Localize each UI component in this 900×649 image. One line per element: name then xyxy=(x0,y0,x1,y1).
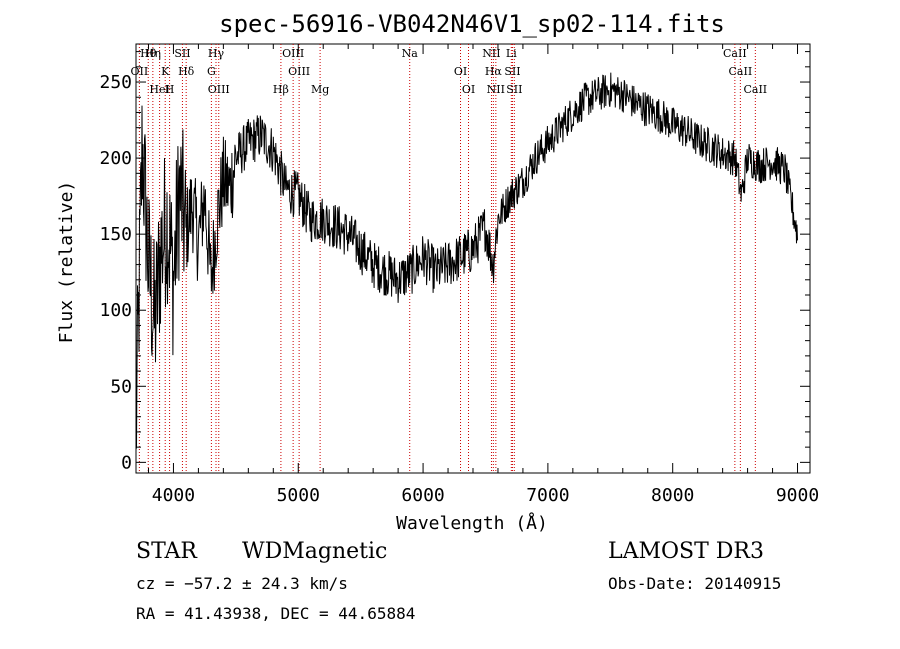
line-label-4: K xyxy=(161,65,170,78)
redshift-velocity: cz = −57.2 ± 24.3 km/s xyxy=(136,574,348,593)
y-tick-label: 150 xyxy=(99,224,132,245)
line-label-21: Li xyxy=(506,47,517,60)
x-tick-label: 4000 xyxy=(152,485,195,506)
x-axis-ticks: 4000 5000 6000 7000 8000 9000 xyxy=(147,44,819,506)
line-label-15: Na xyxy=(402,47,419,60)
line-label-20: NII xyxy=(487,83,505,96)
y-tick-label: 100 xyxy=(99,300,132,321)
y-tick-label: 50 xyxy=(110,376,132,397)
line-label-10: G xyxy=(207,65,216,78)
line-label-9: Hγ xyxy=(208,47,225,60)
line-label-11: Hβ xyxy=(273,83,289,96)
y-tick-label: 0 xyxy=(121,452,132,473)
survey-name: LAMOST DR3 xyxy=(608,539,764,564)
object-type: STAR xyxy=(136,539,198,564)
spectral-line-labels: HθOIIHeIHηKHSIIHδOIIIHγGHβOIIIOIIIMgNaOI… xyxy=(131,47,768,96)
x-tick-label: 6000 xyxy=(401,485,444,506)
y-axis-ticks: 0 50 100 150 200 250 xyxy=(99,51,810,473)
x-tick-label: 9000 xyxy=(776,485,819,506)
line-label-13: OIII xyxy=(288,65,310,78)
line-label-25: CaII xyxy=(729,65,753,78)
line-label-7: Hδ xyxy=(178,65,195,78)
line-label-2: HeI xyxy=(149,83,169,96)
chart-title: spec-56916-VB042N46V1_sp02-114.fits xyxy=(219,10,725,38)
line-label-0: Hθ xyxy=(140,47,157,60)
x-tick-label: 8000 xyxy=(651,485,694,506)
line-label-5: H xyxy=(165,83,175,96)
line-label-26: CaII xyxy=(743,83,767,96)
x-tick-label: 7000 xyxy=(526,485,569,506)
x-tick-label: 5000 xyxy=(277,485,320,506)
y-axis-label: Flux (relative) xyxy=(56,181,77,344)
line-label-8: OIII xyxy=(208,83,230,96)
line-label-6: SII xyxy=(174,47,190,60)
line-label-18: NII xyxy=(482,47,500,60)
object-subclass: WDMagnetic xyxy=(242,539,387,564)
spectral-line-markers xyxy=(138,44,756,473)
spectrum-series-line xyxy=(135,72,798,449)
x-axis-label: Wavelength (Å) xyxy=(396,512,548,534)
y-tick-label: 200 xyxy=(99,148,132,169)
line-label-1: OII xyxy=(131,65,149,78)
line-label-23: SII xyxy=(506,83,522,96)
line-label-12: OIII xyxy=(282,47,304,60)
line-label-17: OI xyxy=(462,83,475,96)
line-label-16: OI xyxy=(454,65,467,78)
y-tick-label: 250 xyxy=(99,72,132,93)
line-label-14: Mg xyxy=(311,83,329,96)
coordinates: RA = 41.43938, DEC = 44.65884 xyxy=(136,604,415,623)
line-label-24: CaII xyxy=(723,47,747,60)
observation-date: Obs-Date: 20140915 xyxy=(608,574,781,593)
line-label-19: Hα xyxy=(485,65,503,78)
line-label-3: Hη xyxy=(145,47,161,60)
line-label-22: SII xyxy=(504,65,520,78)
plot-frame xyxy=(135,43,811,474)
